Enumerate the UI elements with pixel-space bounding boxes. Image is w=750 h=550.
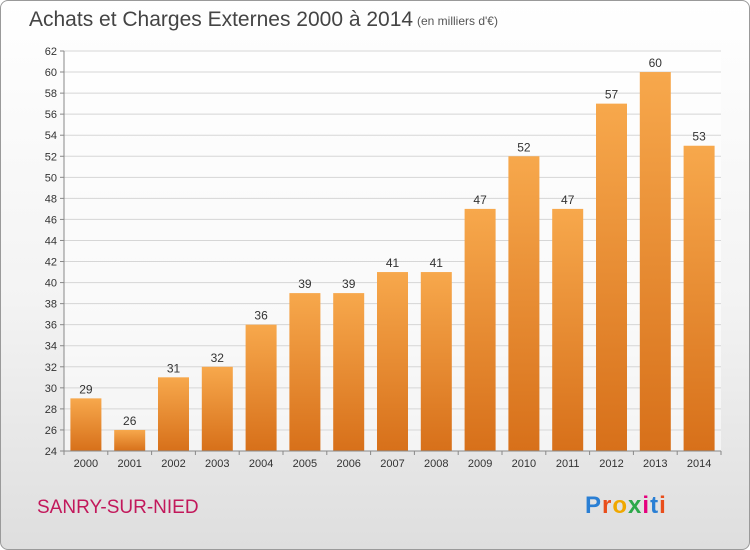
- x-tick-label: 2011: [556, 458, 580, 470]
- x-tick-label: 2002: [161, 458, 185, 470]
- y-tick-label: 34: [45, 341, 57, 353]
- y-tick-label: 26: [45, 425, 57, 437]
- x-tick-label: 2009: [468, 458, 492, 470]
- value-label: 31: [167, 361, 181, 375]
- value-label: 57: [605, 88, 619, 102]
- value-label: 41: [430, 256, 444, 270]
- value-label: 52: [517, 140, 531, 154]
- bar: [596, 103, 627, 451]
- logo-letter: x: [628, 492, 643, 519]
- bar: [639, 72, 671, 451]
- chart-subtitle: (en milliers d'€): [417, 14, 498, 28]
- y-tick-label: 46: [45, 214, 57, 226]
- chart-title: Achats et Charges Externes 2000 à 2014: [29, 8, 414, 31]
- bar: [201, 366, 233, 451]
- x-tick-label: 2001: [117, 458, 141, 470]
- value-label: 39: [298, 277, 312, 291]
- x-tick-label: 2007: [380, 458, 404, 470]
- y-tick-label: 42: [45, 257, 57, 269]
- y-tick-label: 48: [45, 193, 57, 205]
- x-tick-label: 2005: [293, 458, 317, 470]
- y-tick-label: 58: [45, 88, 57, 100]
- bar: [377, 272, 408, 451]
- x-tick-label: 2006: [336, 458, 360, 470]
- y-tick-label: 44: [45, 235, 57, 247]
- x-tick-label: 2008: [424, 458, 448, 470]
- y-tick-label: 28: [45, 404, 57, 416]
- y-tick-label: 60: [45, 67, 57, 79]
- x-tick-labels: 2000 2001 2002 2003 2004 2005 2006 2007 2008 2009…: [74, 458, 712, 470]
- logo-letter: o: [612, 492, 629, 519]
- value-label: 26: [123, 414, 137, 428]
- bar: [420, 272, 452, 451]
- value-labels: 29 26 31 32 36 39 39 41 41 47 52 47 57 60 53: [79, 56, 706, 428]
- y-tick-label: 62: [45, 46, 57, 58]
- location-label: SANRY-SUR-NIED: [37, 497, 199, 518]
- x-tick-label: 2000: [74, 458, 98, 470]
- logo-letter: P: [585, 492, 603, 519]
- logo-letter: i: [642, 492, 651, 519]
- value-label: 32: [211, 351, 225, 365]
- value-label: 39: [342, 277, 356, 291]
- logo-letter: t: [650, 492, 660, 519]
- value-label: 29: [79, 382, 93, 396]
- value-label: 53: [692, 130, 706, 144]
- y-tick-label: 56: [45, 109, 57, 121]
- x-tick-label: 2003: [205, 458, 229, 470]
- logo-letter: i: [659, 492, 667, 519]
- x-tick-label: 2014: [687, 458, 711, 470]
- y-tick-label: 30: [45, 383, 57, 395]
- y-tick-labels: 24 26 28 30 32 34 36 38 40 42 44 46 48 50 52 54 56 58 60 62: [45, 46, 57, 458]
- y-tick-label: 32: [45, 362, 57, 374]
- y-tick-label: 38: [45, 299, 57, 311]
- x-tick-label: 2012: [599, 458, 623, 470]
- y-tick-label: 50: [45, 172, 57, 184]
- y-tick-label: 52: [45, 151, 57, 163]
- y-tick-label: 40: [45, 278, 57, 290]
- bar: [333, 293, 365, 451]
- bar: [70, 398, 102, 451]
- bar: [158, 377, 189, 451]
- x-tick-label: 2010: [512, 458, 536, 470]
- x-tick-label: 2004: [249, 458, 273, 470]
- bar: [464, 208, 496, 451]
- bar: [245, 324, 277, 451]
- value-label: 47: [473, 193, 487, 207]
- logo-letter: r: [602, 492, 613, 519]
- y-tick-label: 36: [45, 320, 57, 332]
- axes: [63, 51, 722, 455]
- bars: [70, 72, 715, 451]
- bar: [114, 429, 146, 451]
- y-tick-label: 54: [45, 130, 57, 142]
- y-tick-label: 24: [45, 446, 57, 458]
- value-label: 47: [561, 193, 575, 207]
- x-tick-label: 2013: [643, 458, 667, 470]
- value-label: 36: [254, 309, 268, 323]
- bar: [289, 293, 321, 451]
- value-label: 60: [649, 56, 663, 70]
- value-label: 41: [386, 256, 400, 270]
- bar: [508, 156, 540, 451]
- bar: [552, 208, 584, 451]
- bar: [683, 145, 715, 451]
- proxiti-logo: Proxiti: [585, 492, 667, 520]
